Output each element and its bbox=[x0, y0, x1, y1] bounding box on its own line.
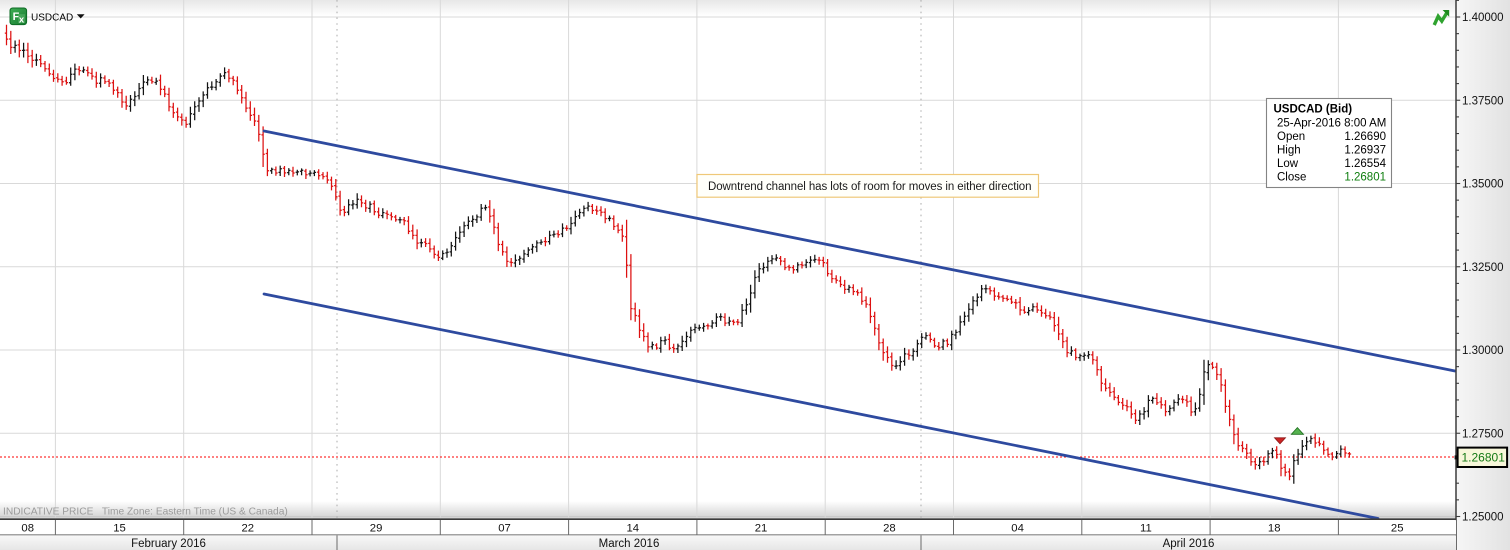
svg-text:04: 04 bbox=[1011, 522, 1024, 534]
svg-text:Low: Low bbox=[1277, 158, 1299, 170]
svg-text:Open: Open bbox=[1277, 131, 1305, 143]
svg-text:March 2016: March 2016 bbox=[599, 538, 660, 550]
svg-text:18: 18 bbox=[1268, 522, 1281, 534]
svg-text:15: 15 bbox=[113, 522, 126, 534]
svg-text:1.37500: 1.37500 bbox=[1462, 95, 1504, 107]
svg-text:21: 21 bbox=[755, 522, 768, 534]
svg-text:1.25000: 1.25000 bbox=[1462, 512, 1504, 524]
svg-text:USDCAD: USDCAD bbox=[31, 13, 73, 24]
svg-text:1.32500: 1.32500 bbox=[1462, 262, 1504, 274]
svg-text:25: 25 bbox=[1391, 522, 1404, 534]
svg-text:08: 08 bbox=[21, 522, 34, 534]
svg-text:25-Apr-2016 8:00 AM: 25-Apr-2016 8:00 AM bbox=[1277, 117, 1386, 129]
svg-text:F: F bbox=[13, 11, 20, 23]
svg-text:Close: Close bbox=[1277, 172, 1306, 184]
svg-text:1.26801: 1.26801 bbox=[1344, 172, 1386, 184]
svg-text:1.26554: 1.26554 bbox=[1344, 158, 1386, 170]
svg-text:07: 07 bbox=[498, 522, 511, 534]
svg-text:February 2016: February 2016 bbox=[131, 538, 206, 550]
svg-text:1.40000: 1.40000 bbox=[1462, 12, 1504, 24]
svg-text:x: x bbox=[19, 15, 25, 26]
svg-text:1.35000: 1.35000 bbox=[1462, 179, 1504, 191]
svg-text:28: 28 bbox=[883, 522, 896, 534]
svg-text:April 2016: April 2016 bbox=[1163, 538, 1215, 550]
svg-text:14: 14 bbox=[627, 522, 640, 534]
svg-text:29: 29 bbox=[370, 522, 383, 534]
svg-text:1.26690: 1.26690 bbox=[1344, 131, 1386, 143]
svg-text:11: 11 bbox=[1140, 522, 1152, 534]
svg-text:22: 22 bbox=[242, 522, 255, 534]
svg-text:INDICATIVE PRICE Time Zone:: INDICATIVE PRICE Time Zone: Eastern Time… bbox=[3, 507, 288, 518]
svg-text:Downtrend channel has lots of: Downtrend channel has lots of room for m… bbox=[708, 181, 1031, 193]
svg-text:1.30000: 1.30000 bbox=[1462, 345, 1504, 357]
svg-text:1.26801: 1.26801 bbox=[1462, 450, 1506, 464]
svg-text:1.26937: 1.26937 bbox=[1344, 145, 1386, 157]
svg-text:1.27500: 1.27500 bbox=[1462, 428, 1504, 440]
svg-text:USDCAD (Bid): USDCAD (Bid) bbox=[1274, 103, 1353, 115]
svg-text:High: High bbox=[1277, 145, 1301, 157]
